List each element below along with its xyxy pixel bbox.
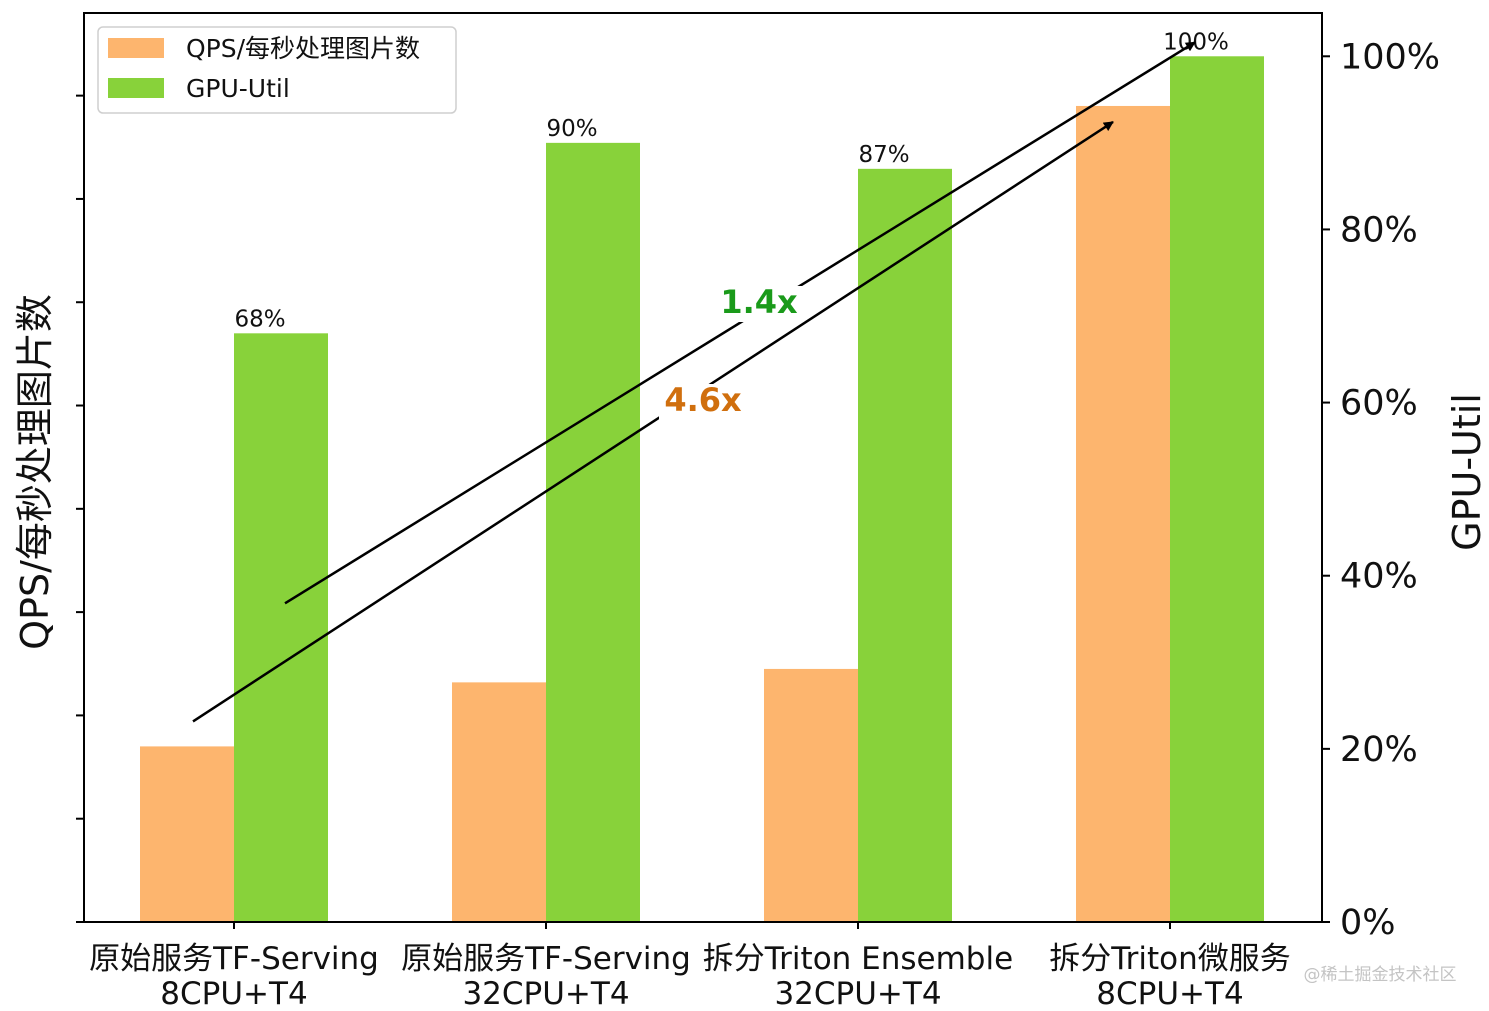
x-tick-label-line: 拆分Triton微服务 <box>1049 941 1291 977</box>
x-tick-label-3: 拆分Triton微服务 8CPU+T4 <box>1049 941 1291 1011</box>
arrows-layer: 1.4x 4.6x <box>192 41 1196 723</box>
bar-qps-3 <box>1076 105 1170 922</box>
right-tick-label-0: 0% <box>1340 903 1396 943</box>
legend-swatch-1 <box>108 78 164 98</box>
x-tick-label-line: 拆分Triton Ensemble <box>703 941 1013 977</box>
bar-gpu-util-0 <box>234 333 328 922</box>
x-tick-label-line: 原始服务TF-Serving <box>401 941 691 977</box>
left-axis-label: QPS/每秒处理图片数 <box>13 294 57 650</box>
x-tick-label-2: 拆分Triton Ensemble 32CPU+T4 <box>703 941 1013 1011</box>
gpu-data-label-0: 68% <box>234 306 285 332</box>
gpu-data-label-3: 100% <box>1163 29 1229 55</box>
bars-layer <box>140 56 1264 923</box>
x-tick-label-1: 原始服务TF-Serving 32CPU+T4 <box>401 941 691 1011</box>
bar-qps-1 <box>452 682 546 922</box>
legend-label-1: GPU-Util <box>186 74 290 103</box>
x-tick-label-line: 8CPU+T4 <box>160 976 307 1011</box>
ticks-layer <box>76 55 1330 929</box>
annotation-qps-growth: 4.6x <box>664 381 742 419</box>
x-tick-label-line: 原始服务TF-Serving <box>89 941 379 977</box>
legend-box <box>97 26 457 114</box>
legend-swatch-0 <box>108 38 164 58</box>
bar-qps-0 <box>140 746 234 922</box>
plot-frame <box>83 12 1323 923</box>
gpu-growth-arrow <box>284 41 1196 605</box>
x-tick-label-0: 原始服务TF-Serving 8CPU+T4 <box>89 941 379 1011</box>
right-tick-label-5: 100% <box>1340 37 1440 77</box>
right-tick-label-4: 80% <box>1340 210 1418 250</box>
labels-layer: 68%原始服务TF-Serving 8CPU+T490%原始服务TF-Servin… <box>13 29 1489 1011</box>
right-tick-label-3: 60% <box>1340 384 1418 424</box>
bar-gpu-util-1 <box>546 142 640 922</box>
x-tick-label-line: 32CPU+T4 <box>462 976 629 1011</box>
annotation-qps-growth-bg <box>659 384 747 420</box>
annotation-gpu-growth-bg <box>715 286 803 322</box>
right-tick-label-1: 20% <box>1340 730 1418 770</box>
annotation-gpu-growth: 1.4x <box>720 283 798 321</box>
right-tick-label-2: 40% <box>1340 557 1418 597</box>
right-axis-label: GPU-Util <box>1445 393 1489 551</box>
legend: QPS/每秒处理图片数 GPU-Util <box>97 26 457 114</box>
watermark: @稀土掘金技术社区 <box>1304 965 1457 985</box>
qps-growth-arrow <box>192 120 1114 723</box>
x-tick-label-line: 8CPU+T4 <box>1096 976 1243 1011</box>
bar-gpu-util-2 <box>858 168 952 923</box>
bar-gpu-util-3 <box>1170 56 1264 923</box>
bar-qps-2 <box>764 668 858 922</box>
gpu-data-label-2: 87% <box>858 142 909 168</box>
axes-layer <box>83 12 1323 923</box>
x-tick-label-line: 32CPU+T4 <box>774 976 941 1011</box>
legend-label-0: QPS/每秒处理图片数 <box>186 34 420 63</box>
gpu-data-label-1: 90% <box>546 116 597 142</box>
